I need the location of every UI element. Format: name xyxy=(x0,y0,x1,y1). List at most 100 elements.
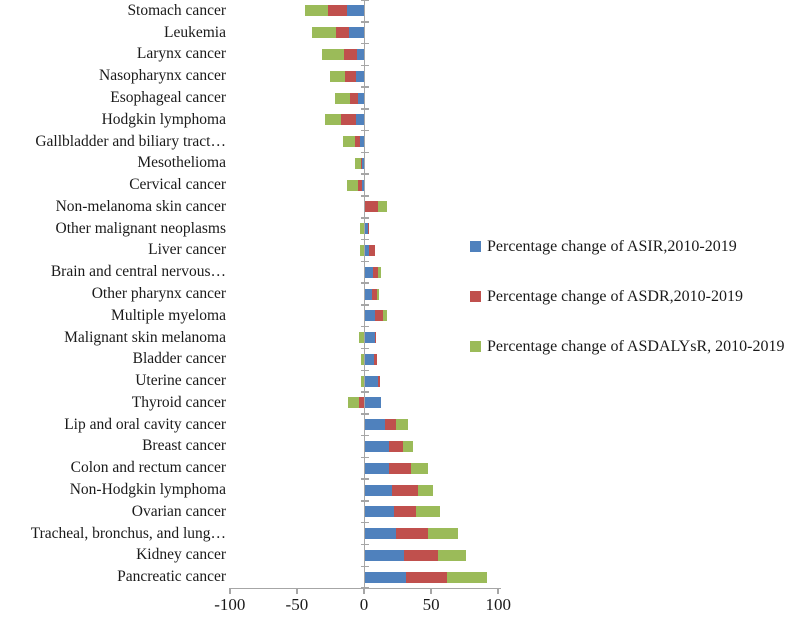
x-tick-label: 100 xyxy=(485,595,511,614)
y-axis-tick xyxy=(360,304,369,306)
category-label: Non-melanoma skin cancer xyxy=(55,197,226,215)
bar-segment-asir xyxy=(359,136,364,148)
bar-segment-asir xyxy=(364,288,373,300)
category-label: Other pharynx cancer xyxy=(91,285,226,303)
bar-segment-asdr xyxy=(378,375,381,387)
x-tick-label: 0 xyxy=(359,595,369,614)
x-tick-label: -100 xyxy=(214,595,246,614)
x-axis-tick xyxy=(296,588,298,594)
bar-segment-asir xyxy=(364,266,374,278)
x-axis-tick xyxy=(229,588,231,594)
bar-segment-asir xyxy=(364,397,382,409)
category-label: Multiple myeloma xyxy=(111,306,226,324)
y-axis-tick xyxy=(360,21,369,23)
x-tick-label: -50 xyxy=(285,595,309,614)
bar-segment-asdalysr xyxy=(359,244,364,256)
bar-segment-asdalysr xyxy=(361,375,364,387)
y-axis-tick xyxy=(360,42,369,45)
y-axis-tick xyxy=(360,64,369,67)
bar-segment-asdalysr xyxy=(437,549,466,561)
x-axis-tick xyxy=(363,588,365,594)
bar-segment-asdalysr xyxy=(347,397,359,409)
bar-segment-asdr xyxy=(343,48,358,60)
bar-segment-asdr xyxy=(357,179,362,191)
bar-segment-asdr xyxy=(404,549,438,561)
y-axis-tick xyxy=(360,565,369,568)
y-axis-tick xyxy=(360,238,369,241)
bar-segment-asir xyxy=(357,48,364,60)
bar-segment-asdr xyxy=(392,484,418,496)
bar-segment-asir xyxy=(364,223,369,235)
bar-segment-asdr xyxy=(374,310,383,322)
category-label: Kidney cancer xyxy=(136,546,226,564)
legend-item: Percentage change of ASIR,2010-2019 xyxy=(470,236,788,257)
bar-segment-asdalysr xyxy=(347,179,358,191)
legend-color-swatch xyxy=(470,291,481,302)
category-label: Cervical cancer xyxy=(129,176,226,194)
y-axis-tick xyxy=(360,173,369,175)
bar-segment-asdr xyxy=(393,506,417,518)
bar-segment-asdalysr xyxy=(358,332,364,344)
bar-segment-asdalysr xyxy=(378,266,381,278)
y-axis-tick xyxy=(360,500,369,502)
bar-segment-asdalysr xyxy=(376,288,379,300)
bar-segment-asdr xyxy=(345,70,356,82)
bar-segment-asdr xyxy=(374,353,378,365)
y-axis-tick xyxy=(360,456,369,459)
bar-segment-asdalysr xyxy=(378,201,388,213)
category-label: Larynx cancer xyxy=(136,45,226,63)
bar-segment-asdr xyxy=(385,419,397,431)
legend-label: Percentage change of ASDR,2010-2019 xyxy=(487,288,743,305)
bar-segment-asdalysr xyxy=(402,440,413,452)
y-axis-line xyxy=(364,0,366,588)
y-axis-tick xyxy=(360,260,369,263)
bar-segment-asir xyxy=(355,70,364,82)
bar-segment-asir xyxy=(355,114,364,126)
y-axis-tick xyxy=(360,108,369,110)
bar-segment-asdalysr xyxy=(304,5,328,17)
bar-segment-asdr xyxy=(396,528,429,540)
y-axis-tick xyxy=(360,478,369,480)
category-label: Thyroid cancer xyxy=(131,393,226,411)
y-axis-tick xyxy=(360,129,369,132)
category-label: Esophageal cancer xyxy=(110,89,226,106)
y-axis-tick xyxy=(360,543,369,546)
bar-segment-asdalysr xyxy=(417,484,434,496)
bar-segment-asdr xyxy=(373,266,379,278)
category-label: Leukemia xyxy=(164,23,226,41)
bar-segment-asdr xyxy=(364,201,379,213)
bar-segment-asir xyxy=(361,157,364,169)
category-label: Lip and oral cavity cancer xyxy=(64,415,226,433)
bar-segment-asir xyxy=(346,5,364,17)
category-label: Breast cancer xyxy=(142,437,226,455)
bar-segment-asir xyxy=(364,375,379,387)
y-axis-tick xyxy=(360,521,369,524)
bar-segment-asir xyxy=(364,310,375,322)
x-tick-label: 50 xyxy=(422,595,440,614)
bar-segment-asir xyxy=(364,353,375,365)
bar-segment-asdr xyxy=(335,27,350,39)
bar-segment-asdalysr xyxy=(335,92,350,104)
y-axis-tick xyxy=(360,325,369,328)
bar-segment-asdr xyxy=(358,397,364,409)
category-label: Gallbladder and biliary tract… xyxy=(35,132,226,150)
x-axis-tick xyxy=(497,588,499,594)
bar-segment-asdalysr xyxy=(325,114,342,126)
bar-segment-asdalysr xyxy=(359,223,364,235)
bar-segment-asdr xyxy=(368,223,369,235)
bar-segment-asir xyxy=(364,549,405,561)
bar-segment-asdr xyxy=(389,440,403,452)
y-axis-tick xyxy=(360,347,369,350)
x-axis-line xyxy=(230,588,501,590)
legend-color-swatch xyxy=(470,341,481,352)
y-axis-tick xyxy=(360,0,369,1)
bar-segment-asdalysr xyxy=(361,353,364,365)
legend-label: Percentage change of ASIR,2010-2019 xyxy=(487,238,737,255)
bar-segment-asdalysr xyxy=(342,136,356,148)
bar-segment-asdr xyxy=(355,136,360,148)
legend-item: Percentage change of ASDR,2010-2019 xyxy=(470,286,788,307)
bar-segment-asir xyxy=(364,506,394,518)
category-label: Brain and central nervous… xyxy=(50,263,226,281)
category-label: Nasopharynx cancer xyxy=(99,67,226,85)
